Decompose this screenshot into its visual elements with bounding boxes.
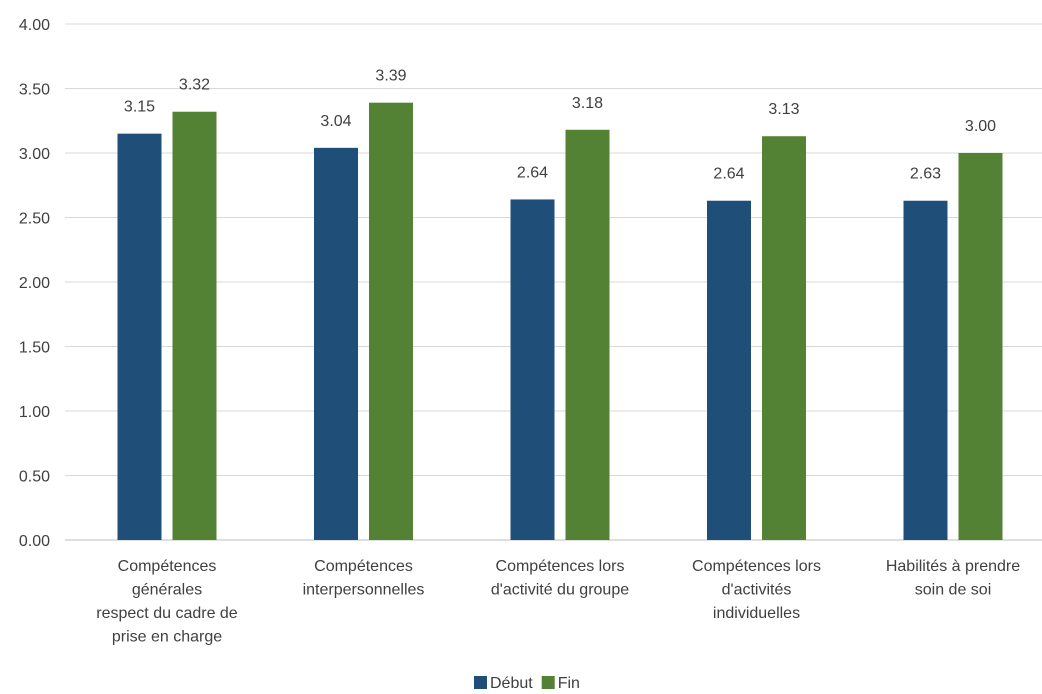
x-category-label: Compétences générales respect du cadre de p… xyxy=(96,558,238,646)
data-labels: 3.15 3.32 3.04 3.39 2.64 3.18 2.64 3.13 2.63 3.00 xyxy=(124,68,996,183)
x-axis-categories: Compétences générales respect du cadre de p… xyxy=(96,558,1020,646)
y-tick-label: 1.50 xyxy=(19,340,50,357)
bar-fin xyxy=(172,111,217,540)
data-label: 3.04 xyxy=(320,113,351,130)
bar-fin xyxy=(762,136,806,541)
data-label: 3.00 xyxy=(965,118,996,135)
legend-label: Début xyxy=(490,675,533,692)
data-label: 2.64 xyxy=(517,164,548,181)
legend: Début Fin xyxy=(474,675,580,692)
data-label: 3.13 xyxy=(768,101,799,118)
y-tick-label: 2.00 xyxy=(19,275,50,292)
y-tick-label: 3.50 xyxy=(19,82,50,99)
data-label: 2.63 xyxy=(910,166,941,183)
data-label: 3.18 xyxy=(572,95,603,112)
legend-swatch-debut xyxy=(474,676,487,689)
data-label: 3.15 xyxy=(124,99,155,116)
data-label: 2.64 xyxy=(713,166,744,183)
bar-debut xyxy=(117,133,162,540)
legend-label: Fin xyxy=(558,675,580,692)
bar-debut xyxy=(903,200,948,541)
x-category-label: Compétences lors d'activité du groupe xyxy=(491,558,629,599)
legend-swatch-fin xyxy=(541,676,555,689)
bar-fin xyxy=(565,129,610,540)
bar-debut xyxy=(510,199,555,540)
y-axis-ticks: 0.00 0.50 1.00 1.50 2.00 2.50 3.00 3.50 4.00 xyxy=(19,17,50,550)
y-tick-label: 1.00 xyxy=(19,404,50,421)
y-tick-label: 4.00 xyxy=(19,17,50,34)
y-tick-label: 2.50 xyxy=(19,211,50,228)
data-label: 3.39 xyxy=(375,68,406,85)
data-label: 3.32 xyxy=(179,77,210,94)
y-tick-label: 0.00 xyxy=(19,533,50,550)
x-category-label: Compétences interpersonnelles xyxy=(303,558,425,599)
bar-debut xyxy=(314,147,358,540)
bar-debut xyxy=(707,200,751,541)
x-category-label: Habilités à prendre soin de soi xyxy=(886,558,1020,599)
y-tick-label: 0.50 xyxy=(19,469,50,486)
y-tick-label: 3.00 xyxy=(19,146,50,163)
x-category-label: Compétences lors d'activités individuelles xyxy=(692,558,821,622)
bars xyxy=(117,102,1003,541)
bar-fin xyxy=(369,102,413,540)
bar-fin xyxy=(958,153,1003,540)
